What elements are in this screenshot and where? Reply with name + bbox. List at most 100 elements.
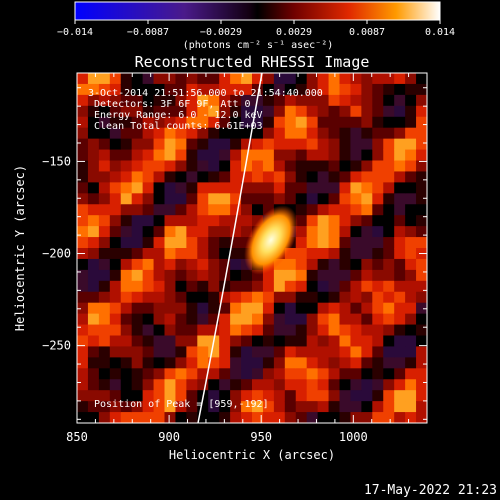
image-pixel: [208, 412, 220, 423]
image-pixel: [164, 237, 176, 249]
image-pixel: [142, 193, 155, 205]
image-pixel: [120, 335, 133, 347]
image-pixel: [350, 401, 362, 413]
image-pixel: [262, 105, 275, 118]
colorbar-ticks: −0.014 −0.0087 −0.0029 0.0029 0.0087 0.014: [57, 20, 455, 38]
image-pixel: [328, 401, 340, 413]
image-pixel: [273, 368, 286, 380]
image-pixel: [284, 390, 297, 402]
image-pixel: [77, 291, 89, 304]
image-pixel: [306, 324, 319, 336]
image-pixel: [405, 193, 417, 205]
image-pixel: [98, 83, 111, 96]
image-pixel: [109, 204, 122, 216]
image-pixel: [361, 248, 373, 260]
image-pixel: [252, 160, 264, 172]
image-pixel: [164, 324, 176, 336]
image-pixel: [295, 357, 308, 369]
image-pixel: [372, 226, 384, 238]
image-pixel: [77, 94, 89, 107]
image-pixel: [219, 379, 231, 391]
image-pixel: [208, 226, 220, 238]
image-pixel: [77, 83, 89, 96]
image-pixel: [306, 412, 319, 423]
image-pixel: [372, 182, 384, 194]
image-pixel: [383, 94, 395, 107]
image-pixel: [131, 105, 144, 118]
image-pixel: [230, 204, 242, 216]
image-pixel: [164, 302, 176, 315]
image-pixel: [153, 116, 165, 129]
image-pixel: [109, 269, 122, 282]
image-pixel: [383, 127, 395, 140]
image-pixel: [131, 116, 144, 129]
image-pixel: [175, 171, 187, 183]
image-pixel: [77, 368, 89, 380]
image-pixel: [230, 94, 242, 107]
image-pixel: [328, 280, 340, 293]
image-pixel: [197, 379, 209, 391]
image-pixel: [405, 269, 417, 282]
image-pixel: [284, 368, 297, 380]
image-pixel: [87, 182, 100, 194]
image-pixel: [328, 171, 340, 183]
image-pixel: [350, 138, 362, 151]
image-pixel: [98, 171, 111, 183]
image-pixel: [394, 94, 406, 107]
image-pixel: [262, 401, 275, 413]
image-pixel: [317, 193, 330, 205]
image-pixel: [405, 83, 417, 96]
image-pixel: [262, 73, 275, 85]
image-pixel: [120, 138, 133, 151]
image-pixel: [219, 116, 231, 129]
image-pixel: [186, 83, 198, 96]
image-pixel: [131, 160, 144, 172]
y-axis-ticks: −150 −200 −250: [42, 87, 427, 420]
image-pixel: [284, 83, 297, 96]
image-pixel: [416, 215, 427, 227]
image-pixel: [120, 412, 133, 423]
image-pixel: [197, 302, 209, 315]
image-pixel: [77, 280, 89, 293]
image-pixel: [252, 335, 264, 347]
image-pixel: [405, 390, 417, 402]
image-pixel: [317, 116, 330, 129]
image-pixel: [295, 204, 308, 216]
image-pixel: [109, 302, 122, 315]
image-pixel: [142, 171, 155, 183]
image-pixel: [317, 368, 330, 380]
image-pixel: [208, 379, 220, 391]
image-pixel: [361, 291, 373, 304]
image-pixel: [339, 182, 351, 194]
image-pixel: [416, 390, 427, 402]
image-pixel: [197, 182, 209, 194]
image-pixel: [252, 149, 264, 161]
image-pixel: [186, 368, 198, 380]
clean-counts-text: Clean Total counts: 6.61E+03: [94, 121, 263, 132]
image-pixel: [186, 269, 198, 282]
image-pixel: [405, 357, 417, 369]
image-pixel: [98, 269, 111, 282]
image-pixel: [153, 346, 165, 358]
colorbar-tick-label: 0.0087: [349, 27, 385, 38]
image-pixel: [306, 368, 319, 380]
image-pixel: [98, 193, 111, 205]
image-pixel: [350, 291, 362, 304]
image-pixel: [361, 182, 373, 194]
image-pixel: [394, 280, 406, 293]
image-pixel: [361, 379, 373, 391]
image-pixel: [295, 401, 308, 413]
image-pixel: [416, 204, 427, 216]
image-pixel: [295, 258, 308, 271]
image-pixel: [98, 160, 111, 172]
image-pixel: [153, 412, 165, 423]
image-pixel: [416, 94, 427, 107]
image-pixel: [317, 83, 330, 96]
image-pixel: [273, 258, 286, 271]
image-pixel: [142, 94, 155, 107]
image-pixel: [284, 412, 297, 423]
colorbar-tick-label: −0.0029: [200, 27, 242, 38]
image-pixel: [120, 357, 133, 369]
image-pixel: [350, 94, 362, 107]
image-pixel: [98, 226, 111, 238]
